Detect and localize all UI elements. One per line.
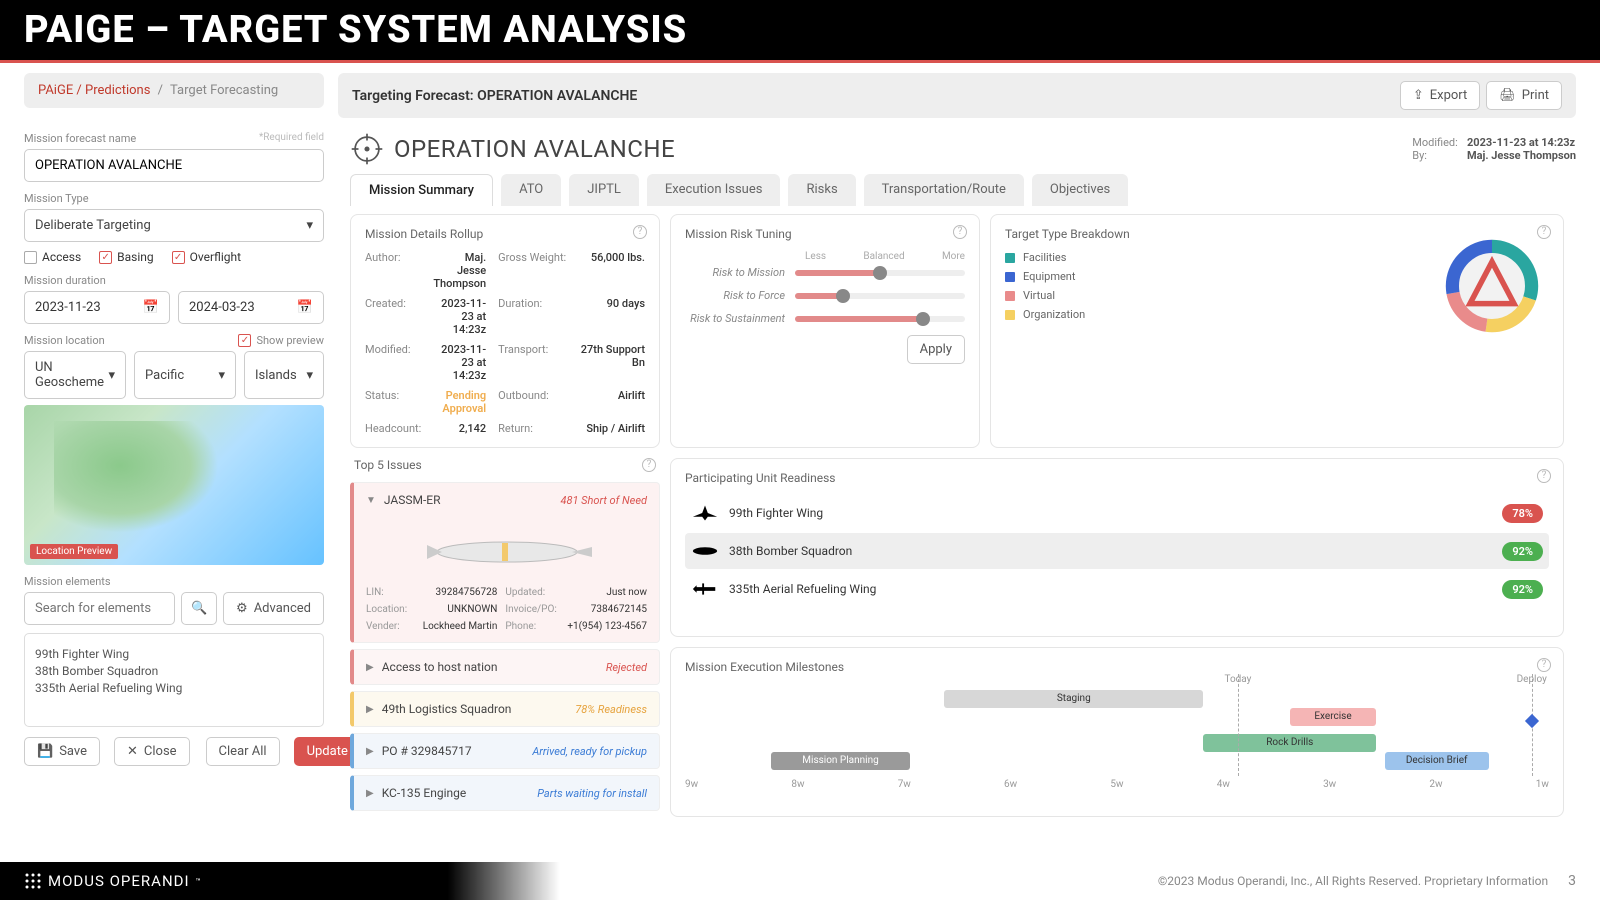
chevron-down-icon: ▼ [366,495,376,506]
breadcrumb-root[interactable]: PAiGE / Predictions [38,83,150,98]
info-icon[interactable]: ? [1537,658,1551,672]
info-icon[interactable]: ? [1537,469,1551,483]
close-button[interactable]: ✕Close [114,737,190,766]
gantt-bar: Decision Brief [1385,752,1489,770]
save-icon: 💾 [37,744,53,759]
operation-meta: Modified: 2023-11-23 at 14:23z By: Maj. … [1412,136,1576,162]
mission-name-input[interactable] [24,149,324,182]
gantt-bar: Staging [944,690,1203,708]
breadcrumb: PAiGE / Predictions / Target Forecasting [24,73,324,108]
save-button[interactable]: 💾Save [24,737,100,766]
tab-risks[interactable]: Risks [788,174,855,206]
target-icon [350,132,384,166]
apply-button[interactable]: Apply [907,335,965,364]
gantt-bar: Mission Planning [771,752,909,770]
risk-slider[interactable]: Risk to Force [685,289,965,302]
tabs: Mission SummaryATOJIPTLExecution IssuesR… [338,174,1576,214]
target-breakdown-card: ? Target Type Breakdown FacilitiesEquipm… [990,214,1564,448]
tab-objectives[interactable]: Objectives [1032,174,1128,206]
breadcrumb-current: Target Forecasting [170,83,278,98]
export-button[interactable]: ⇪Export [1400,81,1480,110]
issue-row[interactable]: ▶Access to host nationRejected [350,649,660,685]
calendar-icon: 📅 [297,300,313,315]
risk-slider[interactable]: Risk to Sustainment [685,312,965,325]
end-date-input[interactable]: 2024-03-23📅 [178,291,324,324]
chevron-right-icon: ▶ [366,662,374,673]
start-date-input[interactable]: 2023-11-23📅 [24,291,170,324]
map-preview: Location Preview [24,405,324,565]
map-tag: Location Preview [30,544,118,559]
info-icon[interactable]: ? [633,225,647,239]
footer: MODUS OPERANDI™ ©2023 Modus Operandi, In… [0,862,1600,900]
list-item[interactable]: 99th Fighter Wing [35,647,313,661]
page-title: Targeting Forecast: OPERATION AVALANCHE [352,88,637,104]
loc1-select[interactable]: UN Geoscheme▾ [24,351,126,399]
print-button[interactable]: 🖨Print [1486,81,1562,110]
donut-chart [1437,231,1547,341]
type-label: Mission Type [24,192,324,205]
overflight-checkbox[interactable]: ✓Overflight [172,250,241,264]
issue-expanded[interactable]: ▼JASSM-ER481 Short of Need LIN:392847567… [350,482,660,643]
copyright: ©2023 Modus Operandi, Inc., All Rights R… [1158,874,1548,888]
page-number: 3 [1568,873,1576,889]
mission-type-select[interactable]: Deliberate Targeting▾ [24,209,324,242]
loc2-select[interactable]: Pacific▾ [134,351,236,399]
close-icon: ✕ [127,744,138,759]
risk-slider[interactable]: Risk to Mission [685,266,965,279]
location-label: Mission location ✓ Show preview [24,334,324,347]
info-icon[interactable]: ? [953,225,967,239]
chevron-right-icon: ▶ [366,788,374,799]
elements-label: Mission elements [24,575,324,588]
chevron-right-icon: ▶ [366,704,374,715]
gantt-bar: Exercise [1290,708,1376,726]
slide-title: PAIGE – TARGET SYSTEM ANALYSIS [0,0,1600,63]
export-icon: ⇪ [1413,88,1424,103]
access-checkbox[interactable]: Access [24,250,81,264]
unit-row[interactable]: 335th Aerial Refueling Wing92% [685,571,1549,607]
elements-search-input[interactable] [24,592,175,625]
unit-row[interactable]: 99th Fighter Wing78% [685,495,1549,531]
chevron-right-icon: ▶ [366,746,374,757]
issue-row[interactable]: ▶49th Logistics Squadron78% Readiness [350,691,660,727]
brand-logo: MODUS OPERANDI™ [24,872,202,890]
operation-name: OPERATION AVALANCHE [394,135,675,163]
deploy-marker [1525,713,1539,727]
show-preview-checkbox[interactable]: ✓ Show preview [238,334,324,347]
info-icon[interactable]: ? [642,458,656,472]
advanced-button[interactable]: ⚙Advanced [223,592,324,625]
gear-icon: ⚙ [236,601,248,616]
missile-icon [417,517,597,577]
clear-button[interactable]: Clear All [206,737,280,766]
tab-transportation-route[interactable]: Transportation/Route [864,174,1024,206]
issue-row[interactable]: ▶KC-135 EngingeParts waiting for install [350,775,660,811]
elements-list: 99th Fighter Wing 38th Bomber Squadron 335… [24,633,324,727]
gantt-bar: Rock Drills [1203,734,1376,752]
unit-row[interactable]: 38th Bomber Squadron92% [685,533,1549,569]
tab-ato[interactable]: ATO [501,174,561,206]
tab-execution-issues[interactable]: Execution Issues [647,174,781,206]
list-item[interactable]: 335th Aerial Refueling Wing [35,681,313,695]
unit-readiness-card: ? Participating Unit Readiness 99th Figh… [670,458,1564,637]
search-icon: 🔍 [191,601,207,616]
risk-tuning-card: ? Mission Risk Tuning LessBalancedMore R… [670,214,980,448]
tab-mission-summary[interactable]: Mission Summary [350,174,493,206]
search-button[interactable]: 🔍 [181,592,217,625]
basing-checkbox[interactable]: ✓Basing [99,250,153,264]
tab-jiptl[interactable]: JIPTL [569,174,639,206]
list-item[interactable]: 38th Bomber Squadron [35,664,313,678]
loc3-select[interactable]: Islands▾ [244,351,324,399]
print-icon: 🖨 [1499,88,1516,103]
mission-details-card: ? Mission Details Rollup Author:Maj. Jes… [350,214,660,448]
calendar-icon: 📅 [143,300,159,315]
top-issues-card: Top 5 Issues? ▼JASSM-ER481 Short of Need… [350,458,660,817]
milestones-card: ? Mission Execution Milestones StagingEx… [670,647,1564,818]
name-label: Mission forecast name*Required field [24,132,324,145]
duration-label: Mission duration [24,274,324,287]
issue-row[interactable]: ▶PO # 329845717Arrived, ready for pickup [350,733,660,769]
